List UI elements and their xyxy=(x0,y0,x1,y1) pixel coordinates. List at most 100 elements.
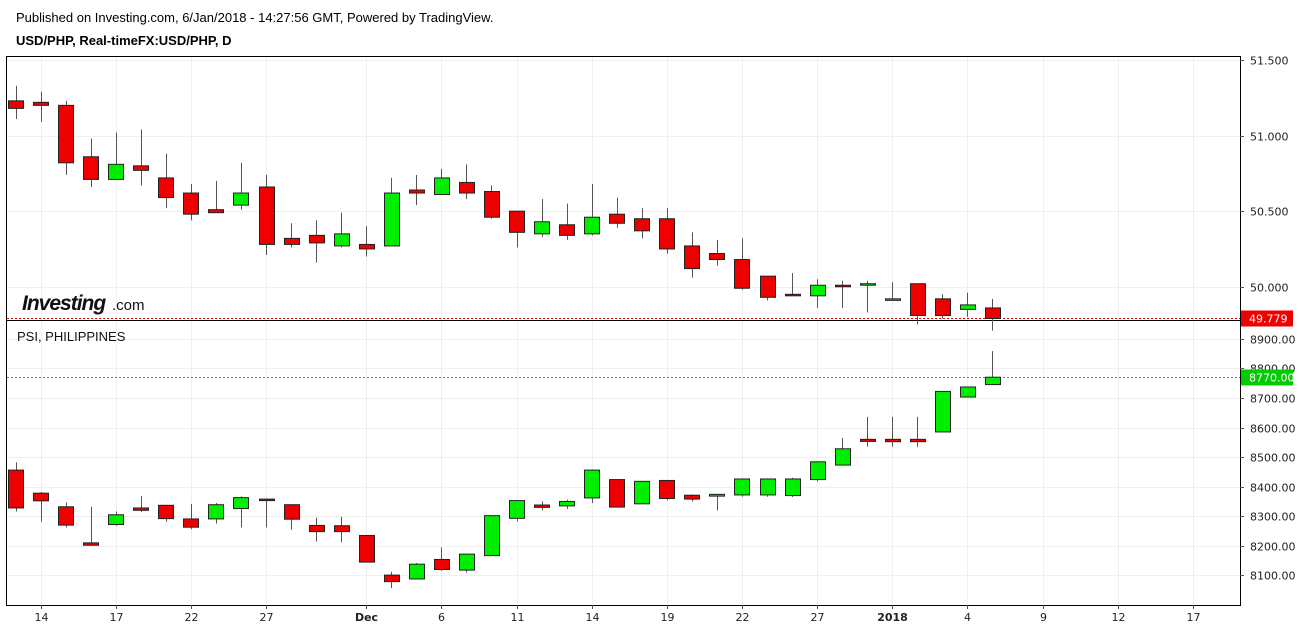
usdphp-candle xyxy=(910,283,926,325)
usdphp-candle xyxy=(559,203,575,240)
usdphp-candle xyxy=(359,226,375,257)
psi-candle xyxy=(734,478,750,497)
psi-candle xyxy=(760,478,776,497)
candle-body xyxy=(860,438,876,442)
usdphp-candle xyxy=(534,199,550,237)
usdphp-candle xyxy=(183,183,199,221)
usdphp-candle xyxy=(83,138,99,187)
x-tick-label: 2018 xyxy=(877,611,908,624)
usdphp-candle xyxy=(584,183,600,236)
psi-candle xyxy=(709,493,725,511)
x-tick-label: Dec xyxy=(355,611,378,624)
candle-body xyxy=(33,101,49,106)
usdphp-candle xyxy=(309,220,325,263)
candle-body xyxy=(960,386,976,398)
candle-body xyxy=(8,469,24,509)
candle-body xyxy=(434,177,450,196)
candle-body xyxy=(183,518,199,528)
candle-body xyxy=(309,524,325,533)
candle-body xyxy=(659,218,675,250)
usdphp-candle xyxy=(259,174,275,256)
last-value-label: 49.779 xyxy=(1249,313,1288,326)
y-tick-label: 50.500 xyxy=(1250,206,1289,219)
candle-body xyxy=(8,100,24,109)
candle-body xyxy=(835,284,851,288)
psi-candle xyxy=(810,461,826,482)
candle-body xyxy=(359,243,375,250)
candle-body xyxy=(133,165,149,171)
candle-body xyxy=(334,233,350,247)
usdphp-candle xyxy=(709,239,725,266)
candle-body xyxy=(634,480,650,505)
psi-candle xyxy=(133,496,149,512)
candle-body xyxy=(484,515,500,557)
last-value-label: 8770.00 xyxy=(1249,372,1295,385)
psi-candle xyxy=(935,390,951,433)
usdphp-candle xyxy=(284,223,300,248)
psi-candle xyxy=(8,462,24,512)
y-tick-label: 51.500 xyxy=(1250,55,1289,68)
last-value-badge xyxy=(1241,310,1293,327)
candle-body xyxy=(684,245,700,270)
candle-body xyxy=(33,492,49,502)
usdphp-candle xyxy=(985,298,1001,331)
psi-candle xyxy=(684,494,700,502)
candle-body xyxy=(208,504,224,520)
psi-candle xyxy=(985,351,1001,386)
psi-candle xyxy=(584,469,600,503)
candle-body xyxy=(409,563,425,580)
investing-logo: Investing .com xyxy=(22,292,145,315)
candle-body xyxy=(534,504,550,508)
psi-candles xyxy=(8,351,1001,589)
psi-candle xyxy=(83,506,99,546)
psi-candle xyxy=(409,562,425,580)
x-tick-label: 27 xyxy=(260,611,274,624)
x-tick-label: 14 xyxy=(586,611,600,624)
usdphp-candle xyxy=(434,168,450,196)
candle-body xyxy=(985,376,1001,386)
psi-pane-title: PSI, PHILIPPINES xyxy=(17,329,126,344)
candle-body xyxy=(910,283,926,316)
x-tick-label: 12 xyxy=(1112,611,1126,624)
candle-body xyxy=(534,221,550,235)
candle-body xyxy=(484,191,500,218)
last-price-lines xyxy=(7,318,1240,378)
usdphp-candle xyxy=(384,177,400,247)
y-tick-label: 8500.00 xyxy=(1250,452,1296,465)
candle-body xyxy=(509,500,525,519)
y-tick-label: 8300.00 xyxy=(1250,511,1296,524)
usdphp-candle xyxy=(8,85,24,119)
candle-body xyxy=(684,494,700,500)
y-tick-label: 8200.00 xyxy=(1250,541,1296,554)
logo-suffix: .com xyxy=(112,297,145,314)
x-tick-label: 27 xyxy=(811,611,825,624)
usdphp-candle xyxy=(734,238,750,290)
candle-body xyxy=(734,478,750,496)
psi-candle xyxy=(158,504,174,522)
x-tick-label: 19 xyxy=(661,611,675,624)
x-tick-label: 6 xyxy=(438,611,445,624)
candle-body xyxy=(259,186,275,245)
candle-body xyxy=(284,504,300,520)
candle-body xyxy=(309,234,325,244)
candle-body xyxy=(83,542,99,546)
usdphp-candle xyxy=(459,164,475,200)
psi-candle xyxy=(434,547,450,571)
candle-body xyxy=(885,298,901,301)
candle-body xyxy=(760,275,776,298)
usdphp-candle xyxy=(634,208,650,239)
y-tick-label: 8400.00 xyxy=(1250,482,1296,495)
candle-body xyxy=(384,192,400,247)
candle-body xyxy=(183,192,199,215)
candle-body xyxy=(58,104,74,164)
psi-candle xyxy=(208,502,224,524)
y-tick-label: 51.000 xyxy=(1250,131,1289,144)
psi-candle xyxy=(509,500,525,522)
candle-body xyxy=(785,293,801,297)
candle-body xyxy=(559,500,575,507)
candle-body xyxy=(835,448,851,466)
candle-body xyxy=(609,479,625,508)
usdphp-candle xyxy=(835,280,851,308)
x-tick-label: 17 xyxy=(110,611,124,624)
